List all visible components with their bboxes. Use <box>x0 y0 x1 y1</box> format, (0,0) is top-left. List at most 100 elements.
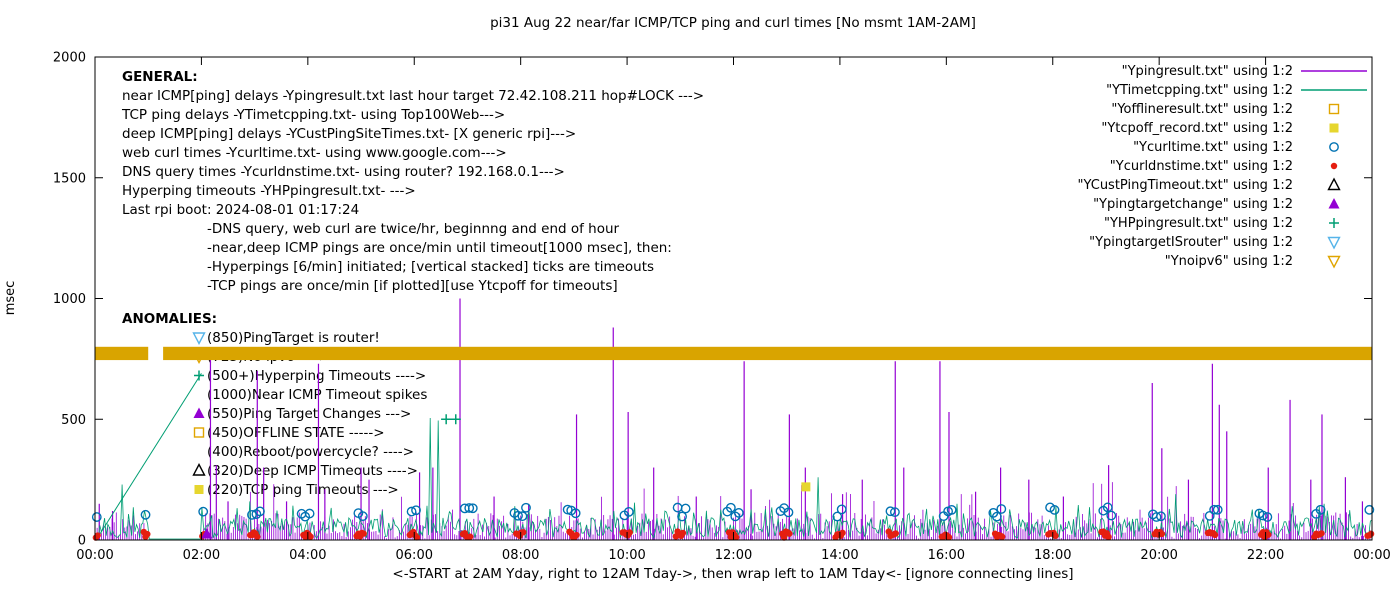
curl-time-point <box>1209 504 1220 515</box>
curl-time-point <box>467 503 478 514</box>
anomalies-header: ANOMALIES: <box>122 311 217 327</box>
legend-triangle-down-open <box>1327 255 1341 269</box>
curl-time-point <box>889 507 900 518</box>
legend-entry-label: "YpingtargetISrouter" using 1:2 <box>1089 235 1293 250</box>
curl-time-point <box>946 504 957 515</box>
anomaly-square-filled <box>194 485 204 494</box>
dns-time-point <box>626 529 633 536</box>
x-tick-label: 16:00 <box>928 548 965 563</box>
dns-time-point <box>945 534 953 541</box>
curl-time-point <box>464 503 475 513</box>
y-tick-label: 0 <box>78 534 86 549</box>
curl-time-point <box>783 507 794 518</box>
curl-time-point <box>255 506 265 517</box>
general-line: TCP ping delays -YTimetcpping.txt- using… <box>121 107 505 123</box>
dns-time-point <box>786 530 793 537</box>
curl-time-point <box>988 507 999 518</box>
curl-time-point <box>570 508 581 519</box>
curl-time-point <box>885 506 896 517</box>
dns-time-point <box>999 533 1006 540</box>
curl-time-point <box>722 506 733 517</box>
x-tick-label: 04:00 <box>289 548 326 563</box>
curl-time-point <box>1102 502 1113 513</box>
curl-time-point <box>677 511 687 522</box>
curl-time-point <box>623 506 634 517</box>
dns-time-point <box>144 530 151 538</box>
curl-time-point <box>411 505 421 516</box>
x-tick-label: 20:00 <box>1140 548 1177 563</box>
curl-time-point <box>1049 505 1060 515</box>
dns-time-point <box>466 533 474 540</box>
x-tick-label: 06:00 <box>396 548 433 563</box>
anomaly-line: (400)Reboot/powercycle? ----> <box>207 444 414 460</box>
dns-time-point <box>1052 532 1059 540</box>
x-tick-label: 22:00 <box>1247 548 1284 563</box>
dns-time-point <box>1265 531 1272 538</box>
hp-timeout-point <box>450 414 461 425</box>
anomaly-line: (320)Deep ICMP Timeouts ----> <box>207 463 418 479</box>
noipv6-band-right <box>163 346 1372 361</box>
anomaly-plus <box>194 370 204 381</box>
legend-square-filled <box>1329 123 1339 133</box>
anomaly-line: (1000)Near ICMP Timeout spikes <box>207 387 427 403</box>
curl-time-point <box>1262 512 1273 522</box>
legend: "Ypingresult.txt" using 1:2 "YTimetcpping… <box>1078 64 1367 269</box>
dns-time-point <box>1158 530 1166 538</box>
dns-time-point <box>307 533 314 540</box>
y-tick-label: 2000 <box>53 51 86 66</box>
dns-time-point <box>254 533 261 540</box>
x-tick-label: 10:00 <box>608 548 645 563</box>
general-line: -DNS query, web curl are twice/hr, begin… <box>207 221 620 237</box>
x-tick-label: 02:00 <box>183 548 220 563</box>
anomaly-line: (500+)Hyperping Timeouts ----> <box>207 368 426 384</box>
curl-time-point <box>733 507 744 518</box>
anomaly-line: (550)Ping Target Changes ---> <box>207 406 411 422</box>
curl-time-point <box>91 512 102 522</box>
curl-time-point <box>996 504 1007 514</box>
y-axis-label: msec <box>3 281 18 316</box>
y-tick-label: 1000 <box>53 292 86 307</box>
noipv6-band-left <box>95 346 149 361</box>
x-tick-label: 00:00 <box>1353 548 1390 563</box>
dns-time-point <box>1367 530 1375 538</box>
general-line: near ICMP[ping] delays -Ypingresult.txt … <box>122 88 704 104</box>
anomaly-line: (450)OFFLINE STATE -----> <box>207 425 385 441</box>
dns-time-point <box>1105 533 1112 541</box>
curl-time-point <box>357 511 368 522</box>
dns-time-point <box>94 532 101 539</box>
dns-time-point <box>839 529 846 537</box>
dns-time-point <box>520 529 527 536</box>
target-change-point <box>201 527 213 539</box>
anomaly-triangle-up-filled <box>193 407 205 418</box>
curl-time-point <box>1106 510 1117 521</box>
y-tick-label: 500 <box>61 413 86 428</box>
general-line: -Hyperpings [6/min] initiated; [vertical… <box>207 259 654 275</box>
anomaly-square-open <box>193 427 205 438</box>
general-line: Hyperping timeouts -YHPpingresult.txt- -… <box>122 183 416 199</box>
legend-entry-label: "Ynoipv6" using 1:2 <box>1165 254 1293 269</box>
legend-triangle-down-open <box>1327 236 1341 250</box>
anomaly-line: (220)TCP ping Timeouts ---> <box>207 482 399 498</box>
curl-time-point <box>406 506 417 517</box>
general-line: -TCP pings are once/min [if plotted][use… <box>207 278 618 294</box>
general-line: deep ICMP[ping] delays -YCustPingSiteTim… <box>122 126 576 142</box>
tcpoff-point <box>801 482 811 492</box>
legend-triangle-up-open <box>1327 177 1341 191</box>
legend-entry-label: "Ypingtargetchange" using 1:2 <box>1093 197 1293 212</box>
legend-square-open <box>1328 103 1340 115</box>
dns-time-point <box>573 531 580 539</box>
chart-title: pi31 Aug 22 near/far ICMP/TCP ping and c… <box>490 15 976 31</box>
y-tick-label: 1500 <box>53 171 86 186</box>
x-tick-label: 12:00 <box>715 548 752 563</box>
curl-time-point <box>517 511 528 522</box>
general-line: DNS query times -Ycurldnstime.txt- using… <box>122 164 565 180</box>
dns-time-point <box>360 530 367 537</box>
curl-time-point <box>1156 511 1166 522</box>
general-header: GENERAL: <box>122 69 198 85</box>
curl-time-point <box>198 506 209 517</box>
x-axis-label: <-START at 2AM Yday, right to 12AM Tday-… <box>392 566 1073 582</box>
legend-circle-open <box>1329 142 1339 152</box>
markers-layer <box>91 414 1375 541</box>
